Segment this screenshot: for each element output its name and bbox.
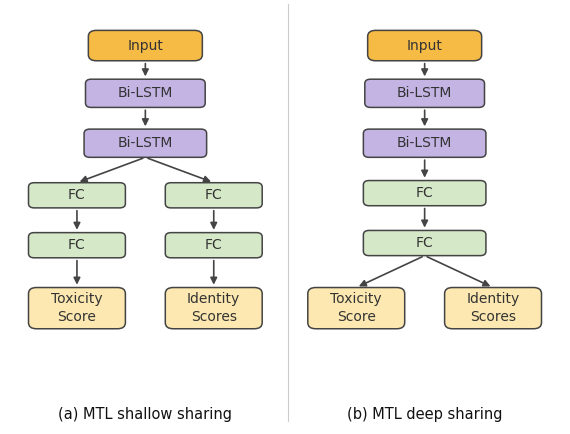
Text: Identity
Scores: Identity Scores	[187, 292, 241, 324]
FancyBboxPatch shape	[364, 181, 486, 206]
Text: Bi-LSTM: Bi-LSTM	[397, 86, 453, 100]
FancyBboxPatch shape	[368, 30, 482, 61]
Text: Bi-LSTM: Bi-LSTM	[397, 136, 453, 150]
Text: Input: Input	[407, 39, 442, 53]
Text: FC: FC	[205, 238, 223, 252]
FancyBboxPatch shape	[364, 230, 486, 256]
Text: FC: FC	[205, 188, 223, 202]
Text: Bi-LSTM: Bi-LSTM	[117, 86, 173, 100]
FancyBboxPatch shape	[28, 233, 125, 258]
Text: Input: Input	[128, 39, 163, 53]
Text: FC: FC	[416, 186, 434, 200]
Text: FC: FC	[416, 236, 434, 250]
FancyBboxPatch shape	[365, 79, 484, 107]
Text: FC: FC	[68, 238, 86, 252]
FancyBboxPatch shape	[28, 183, 125, 208]
Text: Bi-LSTM: Bi-LSTM	[117, 136, 173, 150]
FancyBboxPatch shape	[88, 30, 202, 61]
Text: Toxicity
Score: Toxicity Score	[51, 292, 103, 324]
FancyBboxPatch shape	[165, 287, 262, 329]
FancyBboxPatch shape	[165, 183, 262, 208]
FancyBboxPatch shape	[308, 287, 405, 329]
FancyBboxPatch shape	[86, 79, 205, 107]
Text: FC: FC	[68, 188, 86, 202]
Text: (a) MTL shallow sharing: (a) MTL shallow sharing	[58, 407, 233, 422]
Text: Toxicity
Score: Toxicity Score	[331, 292, 382, 324]
FancyBboxPatch shape	[165, 233, 262, 258]
FancyBboxPatch shape	[445, 287, 542, 329]
Text: (b) MTL deep sharing: (b) MTL deep sharing	[347, 407, 502, 422]
FancyBboxPatch shape	[28, 287, 125, 329]
FancyBboxPatch shape	[84, 129, 207, 157]
FancyBboxPatch shape	[364, 129, 486, 157]
Text: Identity
Scores: Identity Scores	[466, 292, 520, 324]
